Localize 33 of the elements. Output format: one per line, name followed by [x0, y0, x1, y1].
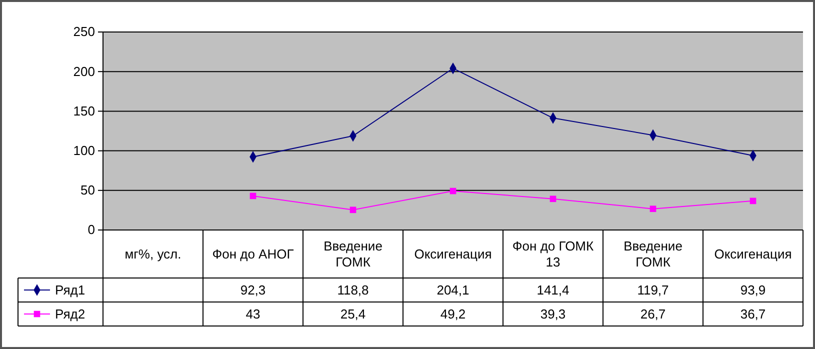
- x-tick-label: Фон до ГОМК 13: [512, 238, 594, 270]
- data-label: 26,7: [640, 306, 666, 322]
- data-label: 141,4: [536, 282, 570, 298]
- y-tick-label: 100: [73, 142, 95, 158]
- data-label: 204,1: [436, 282, 470, 298]
- data-label: 118,8: [337, 282, 369, 298]
- data-label: 93,9: [740, 282, 766, 298]
- x-tick-label: Фон до АНОГ: [212, 246, 294, 262]
- data-label: 39,3: [540, 306, 566, 322]
- data-label: 43: [246, 306, 260, 322]
- y-tick-label: 50: [80, 182, 95, 198]
- point: [450, 188, 456, 194]
- point: [350, 206, 356, 214]
- legend-label: Ряд2: [55, 306, 86, 322]
- point: [750, 198, 756, 204]
- point: [650, 206, 656, 212]
- x-tick-label: Оксигенация: [714, 246, 792, 262]
- x-tick-label: Введение ГОМК: [324, 238, 382, 270]
- data-label: 92,3: [240, 282, 266, 298]
- data-label: 36,7: [740, 306, 766, 322]
- legend-label: Ряд1: [55, 282, 86, 298]
- y-tick-label: 250: [73, 24, 95, 40]
- y-tick-label: 200: [73, 64, 95, 79]
- data-label: 119,7: [637, 282, 669, 298]
- data-label: 25,4: [340, 306, 366, 322]
- x-tick-label: мг%, усл.: [124, 246, 182, 262]
- data-label: 49,2: [440, 306, 466, 322]
- x-tick-label: Введение ГОМК: [624, 238, 682, 270]
- x-tick-label: Оксигенация: [414, 246, 492, 262]
- y-tick-label: 150: [73, 103, 95, 118]
- point: [250, 192, 256, 200]
- point: [550, 196, 556, 202]
- y-tick-label: 0: [88, 222, 95, 238]
